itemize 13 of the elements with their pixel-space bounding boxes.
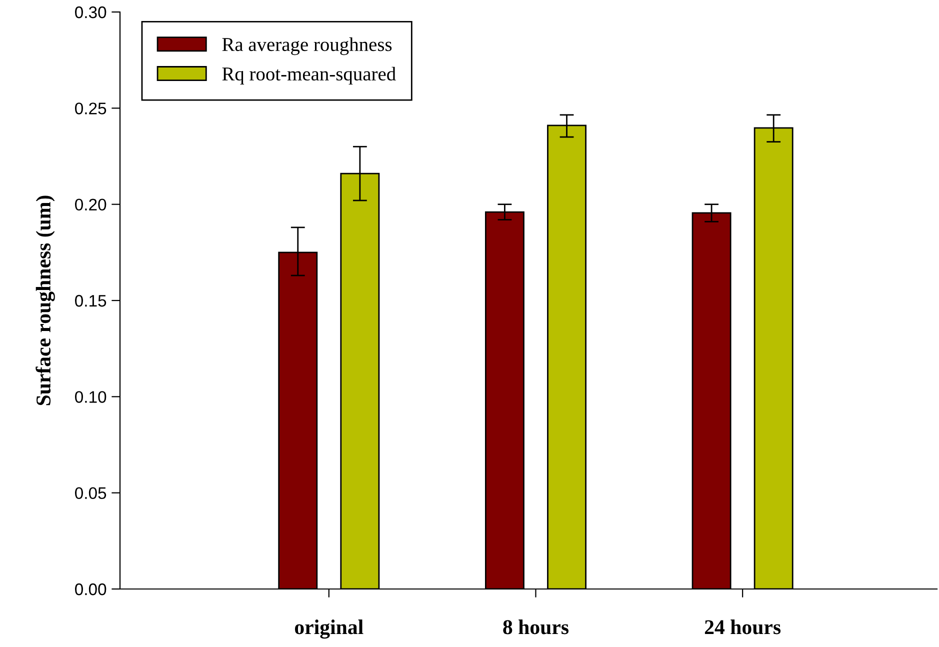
y-tick-label: 0.20: [75, 198, 106, 211]
legend-label: Rq root-mean-squared: [222, 66, 396, 85]
x-tick-label: original: [294, 620, 364, 639]
x-tick-label: 24 hours: [704, 620, 781, 634]
y-tick-label: 0.05: [75, 487, 106, 500]
y-tick-label: 0.10: [75, 391, 106, 403]
y-axis-title: Surface roughness (um): [36, 196, 55, 406]
legend-label: Ra average roughness: [222, 37, 392, 56]
y-tick-label: 0.15: [75, 294, 106, 307]
y-tick-label: 0.25: [75, 102, 106, 114]
y-tick-label: 0.30: [75, 6, 106, 18]
y-tick-label: 0.00: [75, 583, 106, 596]
x-tick-label: 8 hours: [503, 620, 569, 634]
